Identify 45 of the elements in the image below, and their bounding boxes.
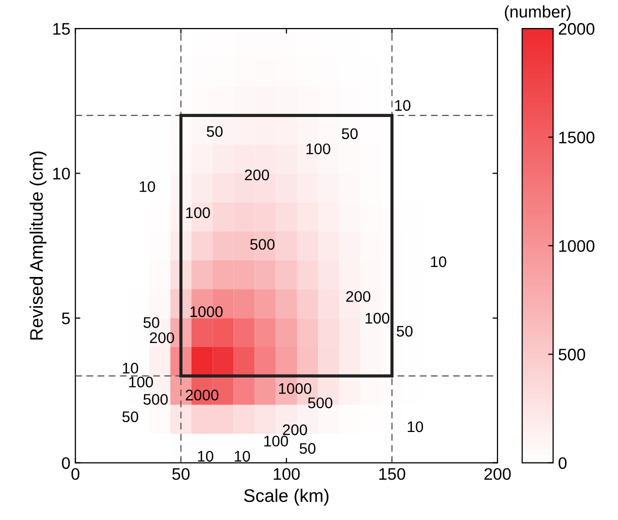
annotation: 50 [122,411,138,422]
annotation: 10 [234,450,250,462]
annotation: 500 [250,238,275,250]
annotation: 50 [206,126,223,137]
annotation: 100 [306,143,330,154]
annotation: 100 [129,376,153,388]
x-tick-label: 0 [71,468,80,480]
x-tick-label: 150 [379,468,406,480]
annotation: 10 [140,181,156,192]
annotation: 10 [198,450,214,462]
annotation: 50 [396,326,413,337]
annotation: 100 [264,436,288,446]
color-bar-title: (number) [504,5,570,21]
color-bar-label: 0 [558,457,567,470]
annotation: 10 [122,362,138,374]
annotation: 500 [143,394,168,405]
annotation: 10 [431,256,446,268]
annotation: 10 [395,100,410,111]
y-tick-label: 10 [53,168,70,180]
annotation: 100 [186,207,210,218]
color-bar-label: 500 [558,348,586,360]
y-axis-title: Revised Amplitude (cm) [30,151,46,340]
color-bar-label: 1500 [559,132,594,144]
color-bar-label: 1000 [559,240,594,252]
annotation: 200 [346,291,370,302]
x-tick-label: 200 [484,468,511,480]
y-tick-label: 5 [62,312,70,324]
annotation: 50 [342,128,358,140]
x-tick-label: 100 [274,468,300,480]
annotation: 200 [244,170,270,180]
annotation: 50 [300,443,316,454]
y-tick-label: 15 [53,23,70,35]
annotation: 100 [366,312,390,324]
y-tick-label: 0 [62,457,70,470]
annotation: 50 [143,317,160,328]
annotation: 200 [282,424,308,436]
annotation: 1000 [279,383,312,394]
annotation: 10 [408,421,424,432]
annotation: 1000 [190,306,223,318]
color-bar-label: 2000 [558,23,594,35]
x-axis-title: Scale (km) [244,488,328,506]
annotation: 200 [150,332,174,344]
annotation: 2000 [186,390,218,400]
x-tick-label: 50 [172,468,190,480]
annotation: 500 [308,397,332,408]
